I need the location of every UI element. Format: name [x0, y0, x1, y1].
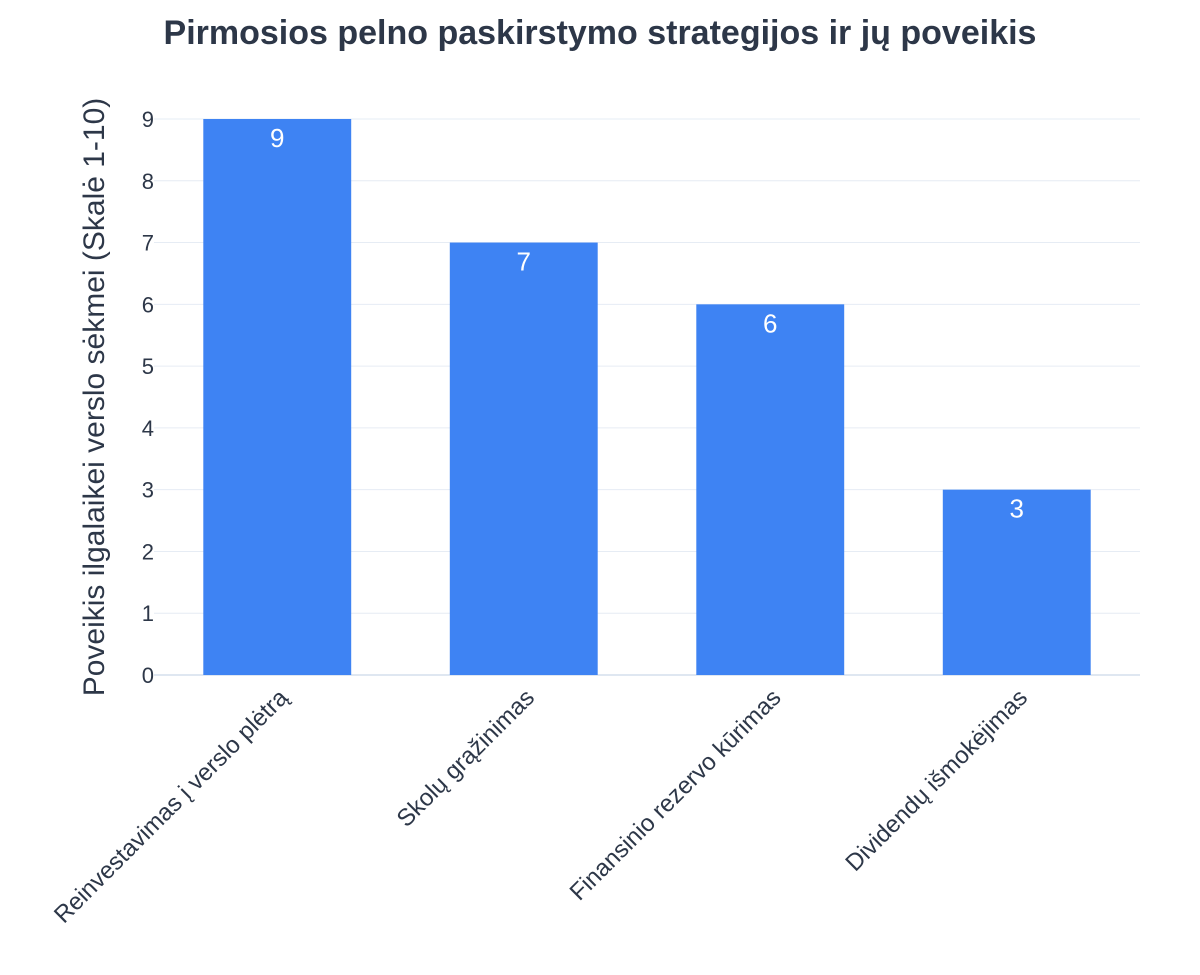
bar[interactable] — [203, 119, 352, 675]
x-tick-label: Dividendų išmokėjimas — [840, 684, 1033, 877]
y-tick-label: 1 — [142, 601, 154, 626]
y-axis-label: Poveikis ilgalaikei verslo sėkmei (Skalė… — [78, 98, 111, 697]
y-tick-label: 2 — [142, 539, 154, 564]
y-tick-label: 8 — [142, 169, 154, 194]
data-labels: 9 7 6 3 — [270, 123, 1024, 524]
data-label: 3 — [1010, 494, 1024, 524]
y-tick-label: 6 — [142, 292, 154, 317]
data-label: 7 — [517, 247, 531, 277]
y-tick-label: 3 — [142, 478, 154, 503]
data-label: 9 — [270, 123, 284, 153]
y-tick-label: 0 — [142, 663, 154, 688]
y-tick-label: 5 — [142, 354, 154, 379]
x-axis-ticks: Reinvestavimas į verslo plėtrą Skolų grąž… — [49, 684, 1033, 929]
x-tick-label: Finansinio rezervo kūrimas — [565, 684, 787, 906]
y-axis-ticks: 0 1 2 3 4 5 6 7 8 9 — [142, 107, 154, 688]
bar[interactable] — [449, 242, 598, 676]
x-tick-label: Reinvestavimas į verslo plėtrą — [49, 684, 294, 929]
bar[interactable] — [696, 304, 845, 675]
y-tick-label: 9 — [142, 107, 154, 132]
data-label: 6 — [763, 308, 777, 338]
chart-title: Pirmosios pelno paskirstymo strategijos … — [164, 14, 1037, 52]
bar[interactable] — [942, 489, 1091, 675]
y-tick-label: 4 — [142, 416, 154, 441]
x-tick-label: Skolų grąžinimas — [392, 684, 540, 832]
y-tick-label: 7 — [142, 231, 154, 256]
bars — [203, 119, 1091, 676]
